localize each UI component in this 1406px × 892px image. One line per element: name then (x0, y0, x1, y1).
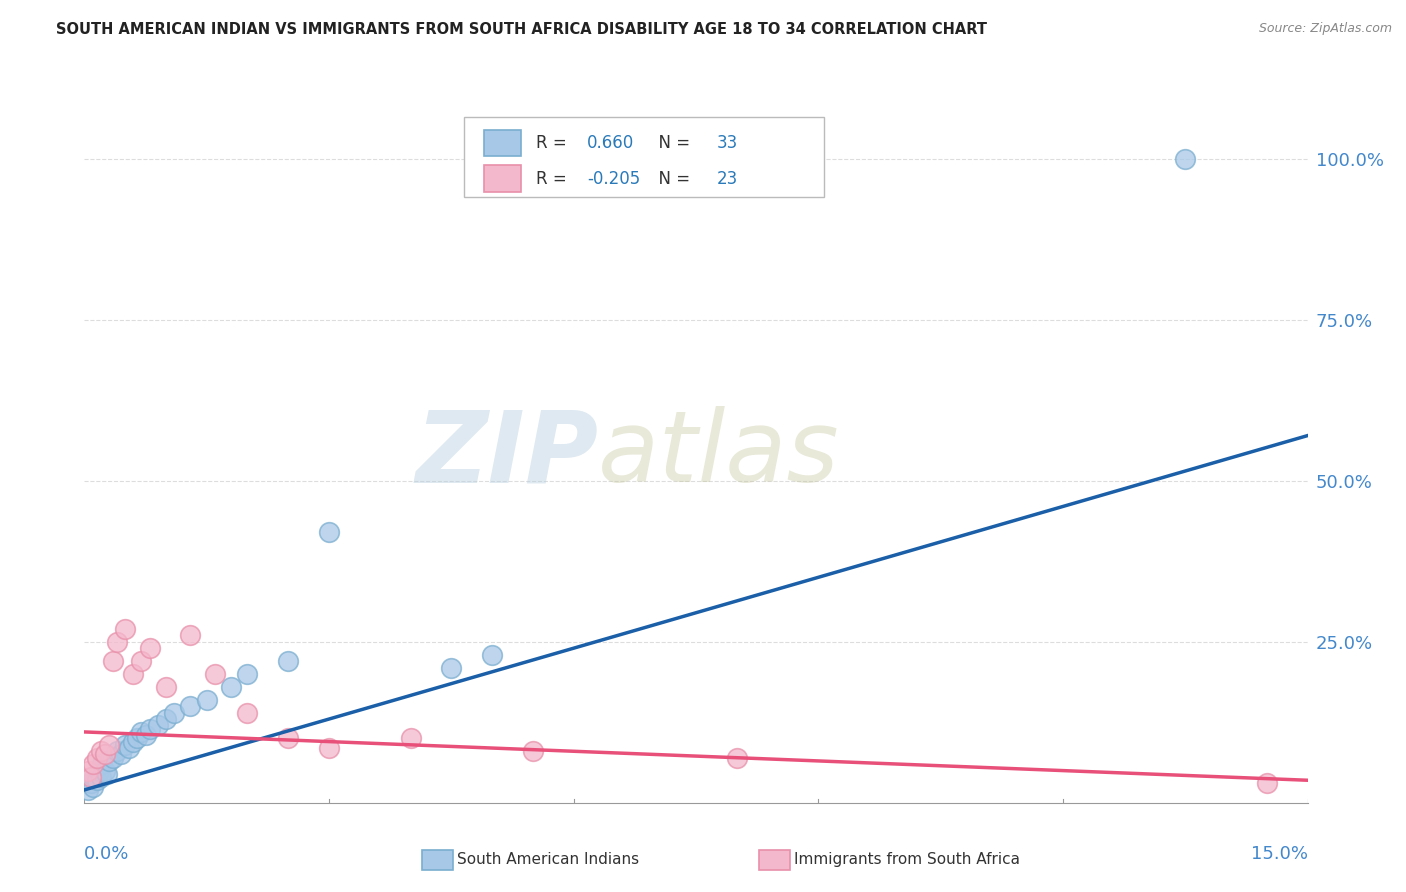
Text: R =: R = (536, 169, 572, 187)
Point (105, 744, 128, 758)
Point (236, 667, 259, 681)
Point (522, 744, 544, 758)
Point (114, 622, 136, 636)
Point (481, 648, 503, 662)
Point (219, 680, 242, 694)
Point (118, 741, 141, 756)
Point (163, 706, 186, 720)
Point (236, 706, 259, 720)
Point (204, 667, 226, 681)
Point (114, 738, 136, 752)
Point (399, 731, 422, 746)
Text: 0.660: 0.660 (588, 134, 634, 153)
Point (155, 712, 177, 726)
Bar (484, 130, 522, 156)
Point (96, 766, 118, 781)
Point (1174, 152, 1197, 166)
Point (131, 654, 153, 668)
Point (80, 776, 103, 790)
Point (87, 764, 110, 778)
Point (90, 770, 112, 784)
Point (135, 728, 157, 742)
Point (91, 757, 114, 772)
Point (80, 770, 103, 784)
Point (1256, 776, 1278, 790)
Text: 33: 33 (717, 134, 738, 153)
Point (122, 667, 145, 681)
Point (82, 757, 104, 772)
FancyBboxPatch shape (464, 118, 824, 197)
Point (155, 680, 177, 694)
Point (82, 780, 104, 794)
Point (86, 750, 108, 764)
Text: 15.0%: 15.0% (1250, 845, 1308, 863)
Point (97, 754, 120, 768)
Point (138, 641, 160, 656)
Point (725, 750, 748, 764)
Point (105, 634, 128, 648)
Point (90, 744, 112, 758)
Point (77, 783, 100, 797)
Text: -0.205: -0.205 (588, 169, 640, 187)
Point (97, 738, 120, 752)
Text: Immigrants from South Africa: Immigrants from South Africa (794, 853, 1021, 867)
Text: ZIP: ZIP (415, 407, 598, 503)
Point (277, 654, 299, 668)
Point (122, 734, 145, 748)
Point (146, 718, 169, 732)
Text: N =: N = (648, 134, 696, 153)
Text: South American Indians: South American Indians (457, 853, 640, 867)
Point (93, 764, 117, 778)
Point (86, 773, 108, 788)
Point (93, 747, 117, 762)
Point (127, 731, 149, 746)
Point (179, 699, 201, 714)
Point (138, 722, 160, 736)
Point (318, 741, 340, 756)
Point (83, 770, 105, 784)
Point (131, 725, 153, 739)
Text: atlas: atlas (598, 407, 839, 503)
Point (179, 628, 201, 642)
Text: R =: R = (536, 134, 572, 153)
Bar (484, 166, 522, 192)
Point (195, 692, 218, 706)
Text: N =: N = (648, 169, 696, 187)
Point (110, 747, 132, 762)
Point (77, 764, 100, 778)
Point (101, 654, 124, 668)
Point (440, 660, 463, 674)
Text: 0.0%: 0.0% (84, 845, 129, 863)
Point (318, 525, 340, 540)
Text: SOUTH AMERICAN INDIAN VS IMMIGRANTS FROM SOUTH AFRICA DISABILITY AGE 18 TO 34 CO: SOUTH AMERICAN INDIAN VS IMMIGRANTS FROM… (56, 22, 987, 37)
Point (277, 731, 299, 746)
Point (101, 750, 124, 764)
Text: Source: ZipAtlas.com: Source: ZipAtlas.com (1258, 22, 1392, 36)
Text: 23: 23 (717, 169, 738, 187)
